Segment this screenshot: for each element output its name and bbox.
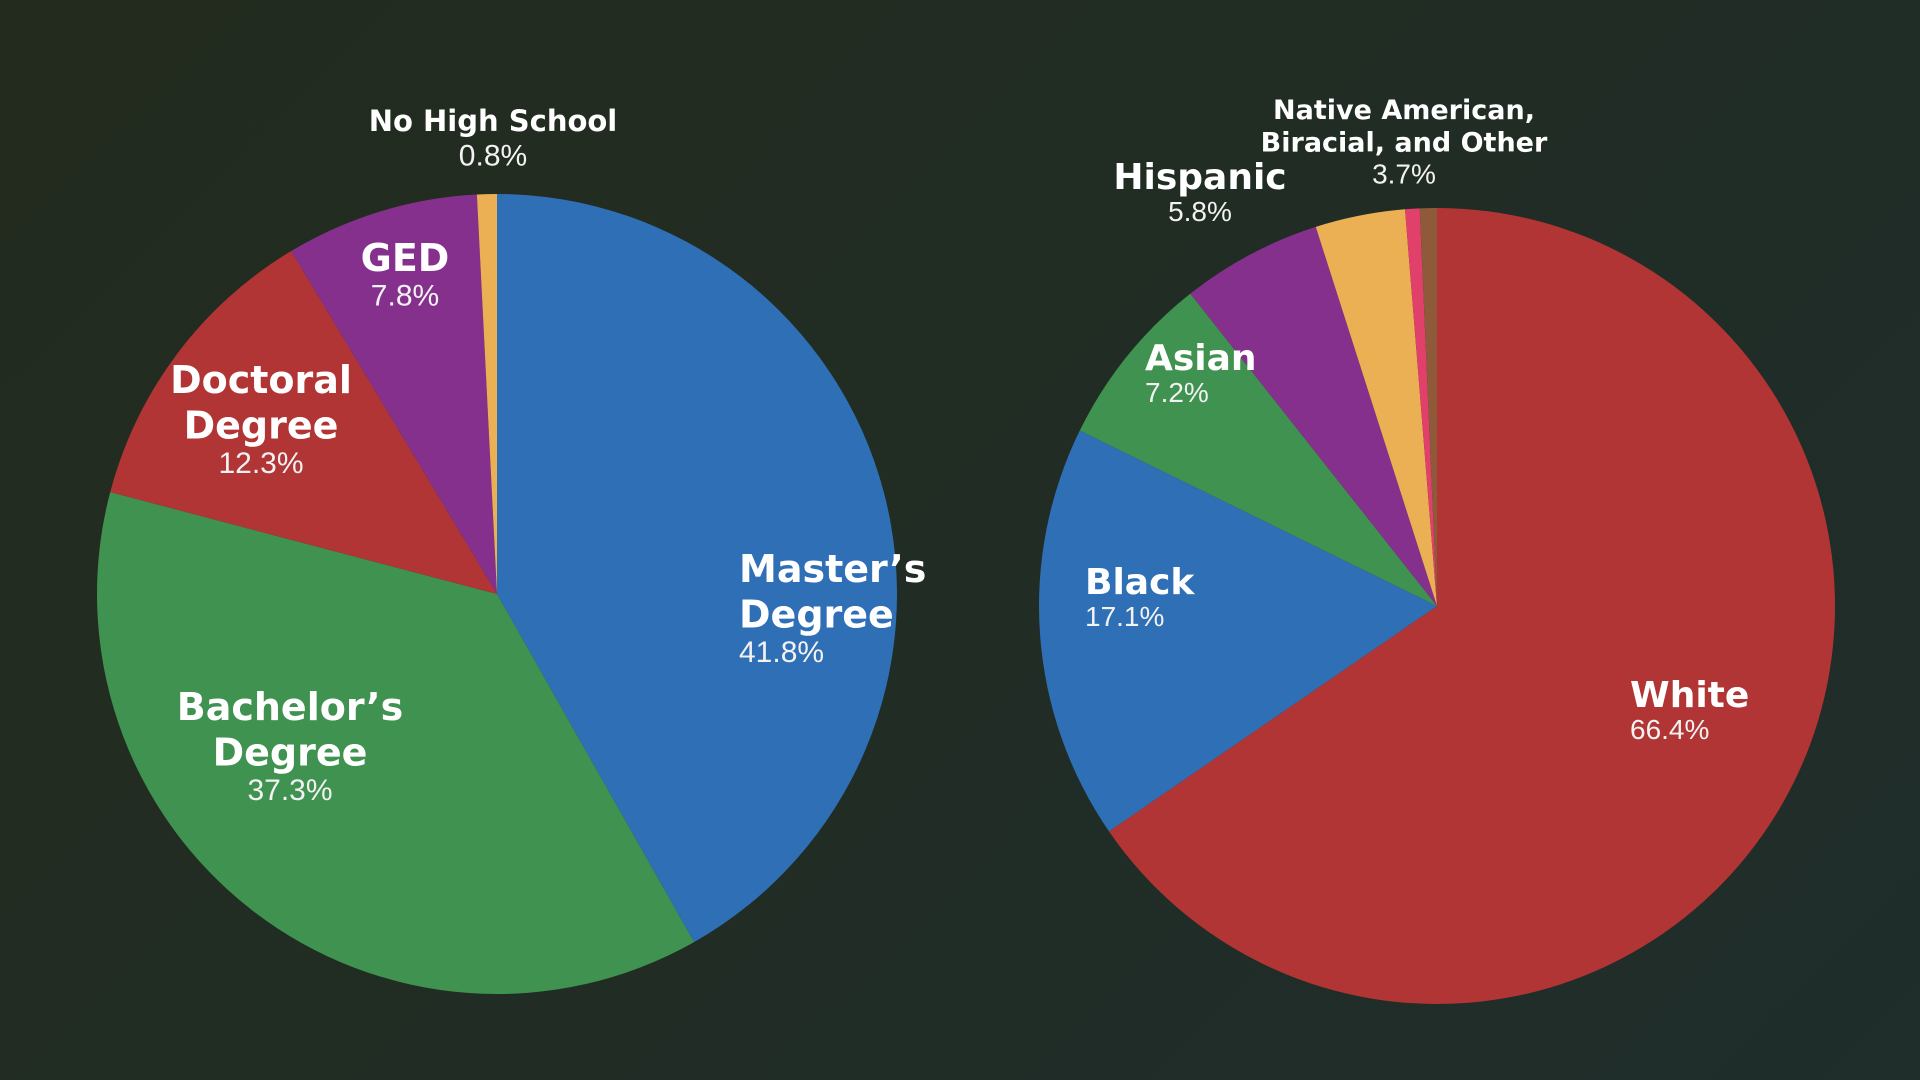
slice-value-bachelor-s-degree: 37.3% [247,774,332,807]
pie-slice-asian [1079,293,1437,606]
slice-value-no-high-school: 0.8% [459,140,527,173]
pie-slice-black [1038,430,1437,832]
slice-label-white: White [1630,675,1749,716]
slice-label-hispanic: Hispanic [1113,157,1286,198]
pie-slice-bachelor-s-degree [97,492,695,994]
pie-slice-other-5 [1405,208,1437,606]
slice-value-black: 17.1% [1085,601,1164,632]
slice-value-hispanic: 5.8% [1168,196,1232,227]
slice-label-doctoral-degree: Degree [184,404,339,448]
slice-label-ged: GED [361,236,450,280]
pie-slice-doctoral-degree [110,250,497,595]
slice-value-white: 66.4% [1630,714,1709,745]
pie-slice-ged [291,194,497,594]
pie-slice-native-american-biracial-and-other [1315,209,1437,607]
slice-label-native-american-biracial-and-other: Native American, [1273,95,1535,126]
slice-label-master-s-degree: Degree [739,593,894,637]
pie-slice-no-high-school [476,194,497,594]
pie-slice-hispanic [1190,226,1437,606]
slice-label-no-high-school: No High School [369,104,618,138]
slice-value-ged: 7.8% [371,280,439,313]
slice-value-asian: 7.2% [1145,377,1209,408]
slice-label-doctoral-degree: Doctoral [170,358,352,402]
slice-label-master-s-degree: Master’s [739,547,926,591]
slice-value-master-s-degree: 41.8% [739,636,824,669]
slice-label-asian: Asian [1145,338,1257,379]
slice-value-native-american-biracial-and-other: 3.7% [1372,159,1436,190]
slice-value-doctoral-degree: 12.3% [218,447,303,480]
slice-label-native-american-biracial-and-other: Biracial, and Other [1261,127,1548,158]
slice-label-bachelor-s-degree: Bachelor’s [177,685,403,729]
education-pie-chart: Master’sDegree41.8%Bachelor’sDegree37.3%… [97,104,926,994]
pie-slice-master-s-degree [497,194,897,943]
slice-label-bachelor-s-degree: Degree [213,731,368,775]
pie-slice-white [1108,208,1835,1005]
pie-slice-other-6 [1419,207,1437,606]
slice-label-black: Black [1085,562,1195,603]
